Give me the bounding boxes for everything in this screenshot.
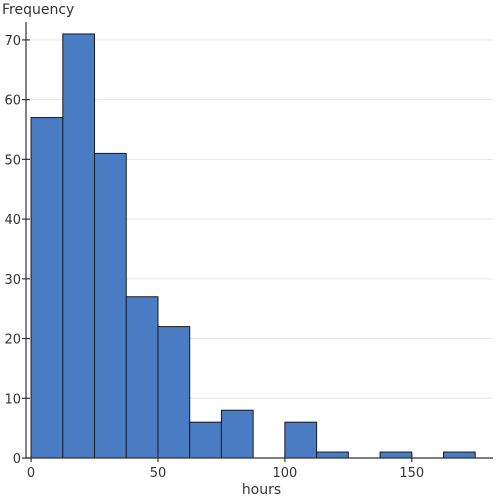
y-tick-label-0: 0: [13, 452, 21, 467]
y-tick-label-10: 10: [4, 392, 21, 407]
histogram-bar-4: [157, 326, 191, 459]
y-tick-label-30: 30: [4, 273, 21, 288]
y-tick-label-70: 70: [4, 34, 21, 49]
histogram-bar-3: [125, 296, 159, 459]
histogram-bar-8: [284, 421, 318, 459]
histogram-bar-2: [94, 152, 127, 459]
histogram-bar-13: [443, 451, 476, 459]
histogram-bar-9: [316, 451, 349, 459]
x-tick-label-100: 100: [272, 466, 297, 481]
x-tick-label-50: 50: [150, 466, 167, 481]
histogram-bar-1: [62, 33, 96, 459]
y-axis-ticks: 0 10 20 30 40 50 60 70: [4, 34, 30, 467]
axes: [25, 22, 493, 459]
y-tick-label-20: 20: [4, 333, 21, 348]
y-tick-label-50: 50: [4, 153, 21, 168]
x-tick-label-150: 150: [399, 466, 424, 481]
y-tick-label-40: 40: [4, 213, 21, 228]
y-axis-label: Frequency: [2, 2, 74, 18]
x-tick-label-0: 0: [27, 466, 35, 481]
x-axis-label: hours: [242, 482, 281, 498]
histogram-bar-11: [379, 451, 413, 459]
histogram-bar-0: [30, 117, 64, 459]
histogram-bars: [30, 33, 476, 459]
histogram-bar-6: [220, 409, 254, 459]
histogram-bar-5: [189, 421, 222, 459]
y-tick-label-60: 60: [4, 94, 21, 109]
x-axis-ticks: 0 50 100 150: [27, 454, 424, 481]
